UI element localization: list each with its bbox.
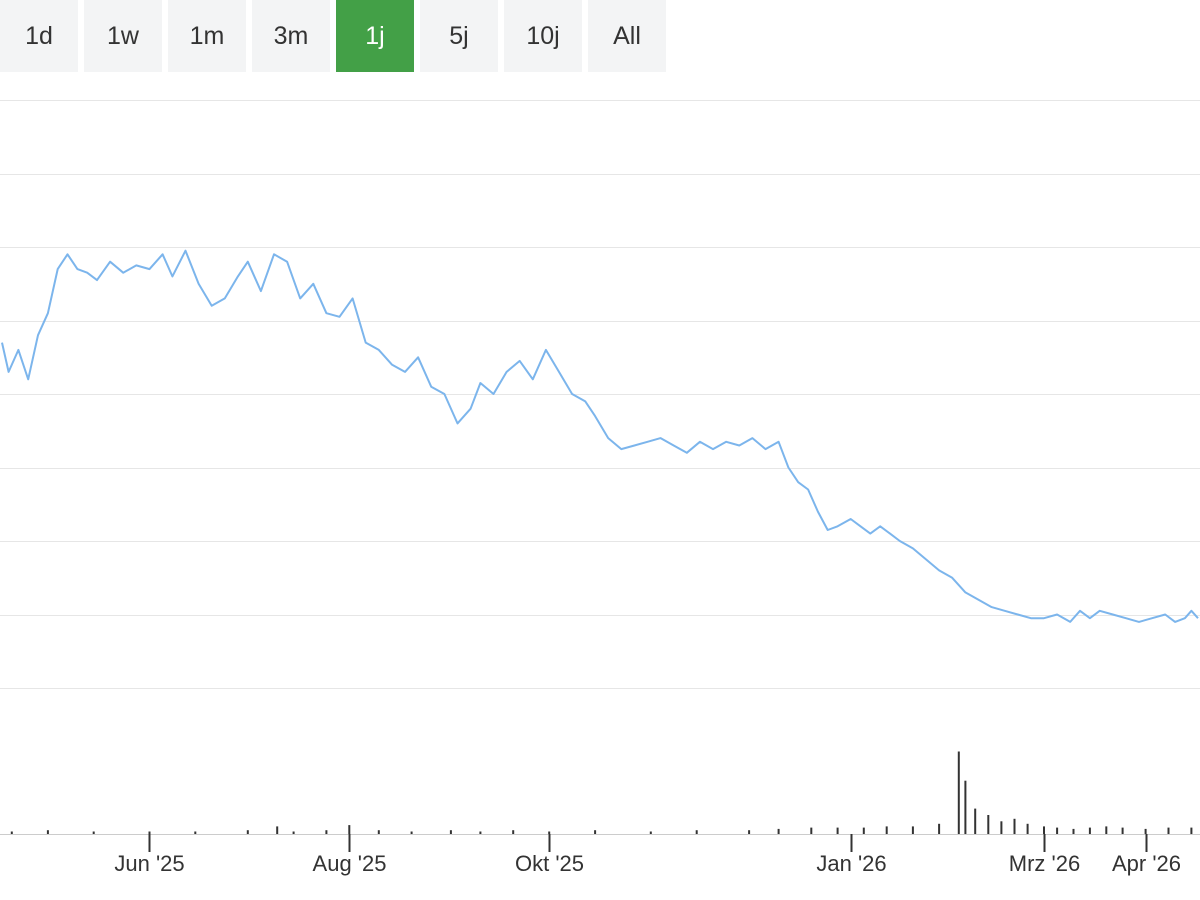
volume-bar xyxy=(862,827,865,834)
volume-bar xyxy=(649,831,652,834)
volume-bar xyxy=(377,830,380,834)
volume-bar xyxy=(1105,826,1108,834)
volume-bar xyxy=(885,826,888,834)
volume-bar xyxy=(325,830,328,834)
volume-bar xyxy=(1013,818,1016,834)
price-chart: Jun '25 Aug '25 Okt '25 Jan '26 Mrz '26 Apr '… xyxy=(0,92,1200,900)
volume-bar xyxy=(594,830,597,834)
range-button-10j[interactable]: 10j xyxy=(504,0,582,72)
volume-bar xyxy=(964,780,967,834)
range-button-1m[interactable]: 1m xyxy=(168,0,246,72)
volume-bar xyxy=(1043,826,1045,834)
volume-bar xyxy=(938,823,941,834)
volume-bar xyxy=(194,831,197,834)
volume-bar xyxy=(987,815,990,835)
volume-bar xyxy=(1056,827,1059,834)
volume-bar xyxy=(957,751,960,834)
volume-bar xyxy=(292,831,295,834)
volume-bar xyxy=(276,826,279,834)
volume-bar xyxy=(1167,827,1170,834)
volume-bar xyxy=(1190,827,1193,834)
range-selector: 1d 1w 1m 3m 1j 5j 10j All xyxy=(0,0,666,72)
volume-bar xyxy=(810,827,813,834)
volume-bar xyxy=(695,830,698,834)
x-tick-label: Aug '25 xyxy=(313,851,387,876)
x-tick-label: Jun '25 xyxy=(114,851,184,876)
volume-bar xyxy=(246,830,249,834)
x-tick-label: Jan '26 xyxy=(816,851,886,876)
volume-bar xyxy=(1121,827,1124,834)
range-button-3m[interactable]: 3m xyxy=(252,0,330,72)
volume-bar xyxy=(92,831,95,834)
volume-bar xyxy=(974,808,977,834)
volume-bar xyxy=(479,831,482,834)
x-tick-label: Apr '26 xyxy=(1112,851,1181,876)
volume-bar xyxy=(512,830,515,834)
volume-bar xyxy=(1000,821,1003,834)
range-button-1w[interactable]: 1w xyxy=(84,0,162,72)
range-button-all[interactable]: All xyxy=(588,0,666,72)
price-line xyxy=(1,249,1199,623)
chart-canvas: Jun '25 Aug '25 Okt '25 Jan '26 Mrz '26 Apr '… xyxy=(0,100,1200,876)
volume-bar xyxy=(46,830,49,834)
volume-bar xyxy=(1026,823,1029,834)
volume-bar xyxy=(548,831,551,834)
x-tick-label: Okt '25 xyxy=(515,851,584,876)
volume-bar xyxy=(748,830,751,834)
volume-bar xyxy=(911,826,914,834)
volume-bar xyxy=(348,825,351,834)
range-button-1j[interactable]: 1j xyxy=(336,0,414,72)
volume-bar xyxy=(410,831,413,834)
volume-bar xyxy=(1144,828,1147,834)
volume-bar xyxy=(836,827,839,834)
volume-bar xyxy=(449,830,452,834)
range-button-5j[interactable]: 5j xyxy=(420,0,498,72)
x-tick-label: Mrz '26 xyxy=(1009,851,1080,876)
range-button-1d[interactable]: 1d xyxy=(0,0,78,72)
volume-bar xyxy=(1088,827,1091,834)
volume-bar xyxy=(1072,828,1075,834)
volume-bar xyxy=(10,831,13,834)
volume-bar xyxy=(777,828,780,834)
volume-bar xyxy=(148,831,151,834)
